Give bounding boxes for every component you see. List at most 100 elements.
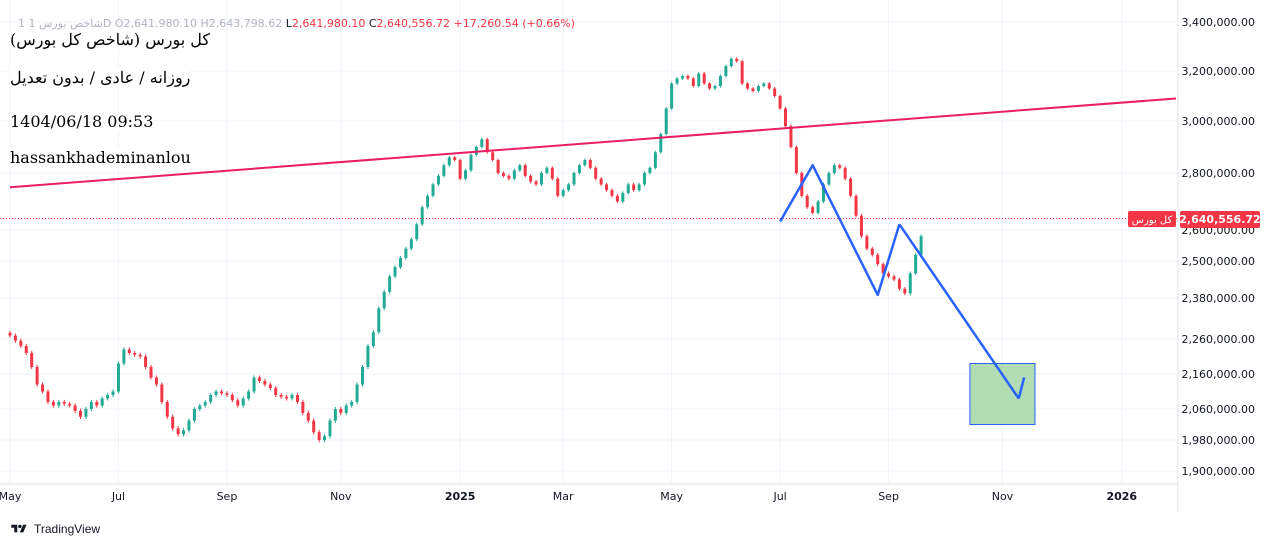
- legend-close-label: C: [368, 17, 377, 30]
- candle-body: [111, 391, 115, 395]
- candle-body: [908, 273, 912, 294]
- price-tick-label: 2,500,000.00: [1182, 255, 1255, 268]
- candle-body: [762, 83, 766, 86]
- candle-body: [811, 207, 815, 213]
- tradingview-footer[interactable]: TradingView: [10, 521, 100, 537]
- candle-body: [485, 139, 489, 153]
- candle-body: [106, 395, 110, 399]
- time-tick-label: May: [660, 490, 683, 503]
- projection-zigzag[interactable]: [779, 163, 901, 297]
- candle-body: [805, 195, 809, 208]
- candle-body: [122, 349, 126, 364]
- price-axis[interactable]: 1,900,000.00 1,980,000.00 2,060,000.00 2,16…: [1182, 16, 1255, 478]
- legend-close-value: 2,640,556.72: [376, 17, 451, 30]
- time-tick-label: Nov: [330, 490, 352, 503]
- time-tick-label: Sep: [878, 490, 899, 503]
- candle-body: [171, 416, 175, 429]
- tradingview-logo-icon: [11, 524, 27, 533]
- candle-body: [854, 195, 858, 216]
- candle-body: [19, 340, 23, 346]
- candle-body: [643, 173, 647, 185]
- candle-body: [68, 403, 72, 406]
- candle-body: [198, 405, 202, 409]
- candle-body: [897, 279, 901, 289]
- price-tick-label: 3,200,000.00: [1182, 65, 1255, 78]
- candle-body: [491, 152, 495, 160]
- candle-body: [382, 291, 386, 309]
- annotation-settings[interactable]: روزانه / عادی / بدون تعدیل: [10, 68, 191, 87]
- candle-body: [84, 409, 88, 417]
- candle-body: [572, 173, 576, 185]
- legend-symbol[interactable]: 1 شاخص بورس 1D: [18, 17, 112, 30]
- ohlc-legend: 1 شاخص بورس 1D O2,641,980.10 H2,643,798.…: [18, 17, 575, 30]
- candle-body: [398, 257, 402, 268]
- candle-body: [268, 384, 272, 388]
- candle-body: [436, 175, 440, 185]
- candle-body: [794, 147, 798, 173]
- candle-body: [887, 273, 891, 277]
- candle-body: [859, 215, 863, 237]
- candle-body: [680, 76, 684, 79]
- candle-body: [821, 184, 825, 202]
- candle-body: [664, 108, 668, 134]
- annotation-datetime[interactable]: 1404/06/18 09:53: [10, 112, 154, 131]
- candle-body: [393, 267, 397, 277]
- candle-body: [144, 356, 148, 367]
- candle-body: [914, 254, 918, 274]
- candle-body: [816, 201, 820, 213]
- annotation-title[interactable]: کل بورس (شاخص کل بورس): [10, 30, 211, 49]
- candle-body: [843, 167, 847, 179]
- price-tick-label: 2,380,000.00: [1182, 292, 1255, 305]
- candle-body: [301, 402, 305, 413]
- candle-body: [442, 165, 446, 176]
- candle-body: [192, 409, 196, 421]
- candle-body: [35, 367, 39, 385]
- candle-body: [426, 195, 430, 208]
- candle-body: [361, 367, 365, 385]
- candle-body: [691, 78, 695, 86]
- chart-grid: [0, 0, 1178, 484]
- candle-body: [252, 377, 256, 392]
- candle-body: [610, 190, 614, 196]
- candle-body: [344, 405, 348, 413]
- candle-body: [230, 395, 234, 401]
- projection-arrow-line[interactable]: [898, 223, 1020, 400]
- candle-body: [784, 108, 788, 127]
- candle-body: [127, 349, 131, 353]
- candle-body: [214, 391, 218, 395]
- candle-body: [89, 402, 93, 409]
- candle-body: [458, 160, 462, 179]
- candle-body: [534, 181, 538, 185]
- candle-body: [583, 160, 587, 166]
- candle-body: [187, 420, 191, 431]
- candle-body: [149, 367, 153, 378]
- candle-body: [865, 236, 869, 249]
- legend-open-value: 2,641,980.10: [123, 17, 197, 30]
- candle-body: [453, 157, 457, 160]
- candle-body: [713, 86, 717, 89]
- candle-body: [594, 167, 598, 179]
- resistance-trendline[interactable]: [9, 97, 1177, 189]
- projection-arrow-head: [1017, 377, 1026, 399]
- time-tick-label: 2025: [445, 490, 476, 503]
- candle-body: [415, 224, 419, 240]
- candle-body: [675, 78, 679, 84]
- annotation-author[interactable]: hassankhademinanlou: [10, 148, 191, 167]
- candle-body: [388, 276, 392, 292]
- candle-body: [355, 384, 359, 402]
- candle-body: [247, 391, 251, 399]
- candle-body: [469, 154, 473, 171]
- candle-body: [274, 388, 278, 395]
- candle-body: [545, 167, 549, 173]
- candle-body: [333, 409, 337, 421]
- time-axis[interactable]: May Jul Sep Nov 2025 Mar May Jul Sep Nov 2026: [0, 490, 1137, 503]
- candle-body: [740, 61, 744, 84]
- candle-body: [599, 178, 603, 185]
- legend-change: +17,260.54 (+0.66%): [453, 17, 575, 30]
- candle-body: [366, 346, 370, 367]
- candle-body: [160, 384, 164, 402]
- time-tick-label: Jul: [111, 490, 125, 503]
- candle-body: [746, 83, 750, 89]
- legend-high-value: 2,643,798.62: [208, 17, 283, 30]
